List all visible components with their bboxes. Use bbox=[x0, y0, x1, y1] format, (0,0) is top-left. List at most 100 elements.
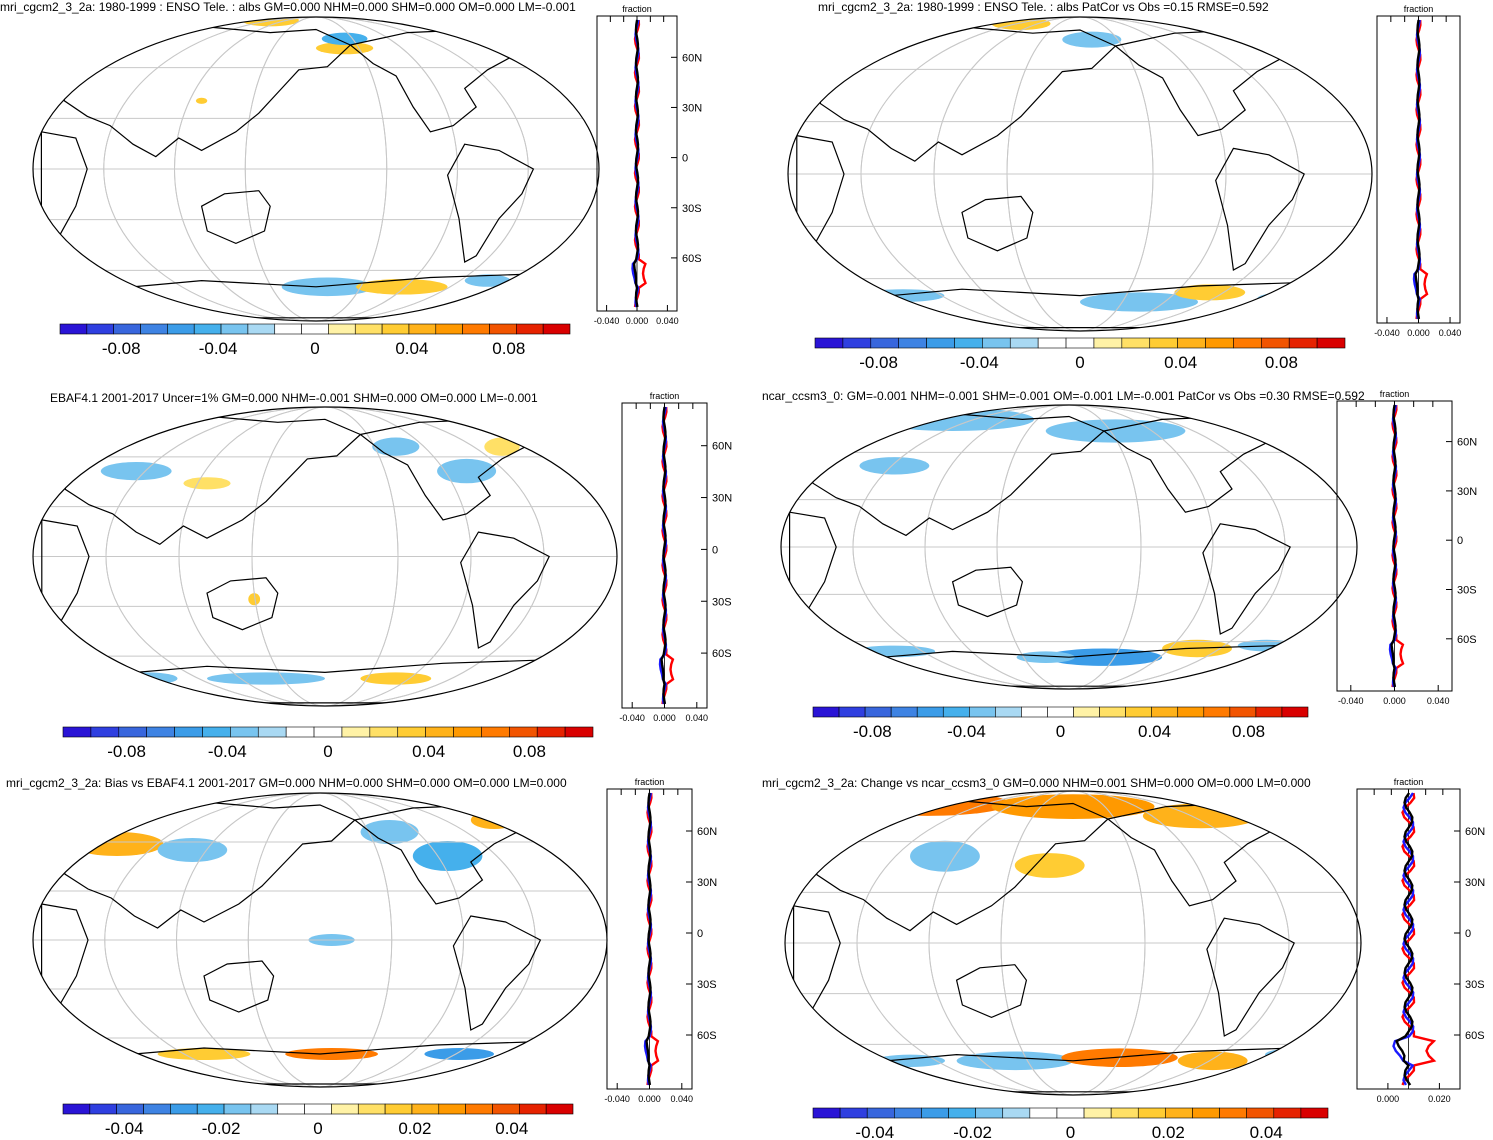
colorbar-swatch bbox=[509, 726, 538, 738]
coastline-africa bbox=[41, 903, 89, 1007]
colorbar-swatch bbox=[438, 1103, 466, 1115]
map-border bbox=[787, 16, 1373, 332]
colorbar-swatch bbox=[357, 1103, 386, 1115]
x-tick-label: 0.000 bbox=[1377, 1094, 1400, 1104]
colorbar-label: 0.08 bbox=[492, 339, 525, 358]
anomaly-patch bbox=[248, 593, 261, 606]
anomaly-patch bbox=[424, 1048, 495, 1060]
coastline-greenland bbox=[1281, 793, 1325, 820]
colorbar-label: -0.08 bbox=[107, 742, 146, 761]
coastline-africa bbox=[40, 131, 88, 238]
map-title: EBAF4.1 2001-2017 Uncer=1% GM=0.000 NHM=… bbox=[50, 391, 538, 405]
colorbar-swatch bbox=[86, 323, 114, 335]
colorbar-swatch bbox=[1093, 337, 1123, 349]
anomaly-patch bbox=[1265, 1048, 1324, 1061]
colorbar-swatch bbox=[890, 706, 918, 718]
map-title: mri_cgcm2_3_2a: 1980-1999 : ENSO Tele. :… bbox=[0, 0, 576, 14]
colorbar-swatch bbox=[1056, 1107, 1085, 1119]
coastline-australia bbox=[203, 960, 275, 1013]
colorbar-swatch bbox=[435, 323, 463, 335]
colorbar-label: 0.02 bbox=[1152, 1123, 1185, 1140]
anomaly-patch bbox=[321, 32, 368, 45]
colorbar-swatch bbox=[425, 726, 454, 738]
profile-label: fraction bbox=[1404, 4, 1434, 14]
colorbar-swatch bbox=[1192, 1107, 1220, 1119]
colorbar-swatch bbox=[1083, 1107, 1112, 1119]
anomaly-patch bbox=[1061, 1048, 1178, 1067]
colorbar-swatch bbox=[397, 726, 426, 738]
colorbar-swatch bbox=[411, 1103, 440, 1115]
anomaly-patch bbox=[360, 672, 432, 685]
latitude-label: 60N bbox=[682, 52, 702, 64]
colorbar-swatch bbox=[116, 1103, 144, 1115]
colorbar-swatch bbox=[89, 1103, 117, 1115]
latitude-label: 30S bbox=[1465, 979, 1485, 991]
colorbar: -0.04 -0.02 0 0.02 0.04 bbox=[62, 1103, 574, 1138]
colorbar-swatch bbox=[167, 323, 195, 335]
latitude-label: 30N bbox=[1457, 486, 1477, 498]
coastline-asia bbox=[63, 25, 352, 158]
colorbar-swatch bbox=[489, 323, 517, 335]
colorbar-swatch bbox=[220, 323, 249, 335]
coastline-samerica bbox=[446, 143, 535, 263]
colorbar-swatch bbox=[143, 1103, 171, 1115]
meridian-line bbox=[924, 405, 1214, 689]
latitude-label: 30S bbox=[697, 979, 717, 991]
colorbar-swatch bbox=[942, 706, 970, 718]
map-plot bbox=[787, 16, 1373, 332]
colorbar-swatch bbox=[545, 1103, 574, 1115]
colorbar-swatch bbox=[1121, 337, 1151, 349]
meridian-line bbox=[105, 407, 545, 706]
coastline-greenland bbox=[520, 19, 563, 46]
anomaly-patch bbox=[356, 279, 448, 295]
x-tick-label: 0.040 bbox=[1427, 696, 1450, 706]
colorbar-swatch bbox=[1151, 706, 1179, 718]
x-tick-label: 0.020 bbox=[1428, 1094, 1451, 1104]
colorbar-swatch bbox=[1110, 1107, 1139, 1119]
colorbar-swatch bbox=[842, 337, 872, 349]
map-border bbox=[784, 790, 1362, 1096]
colorbar-swatch bbox=[542, 323, 571, 335]
anomaly-patch bbox=[157, 838, 228, 862]
coastline-greenland bbox=[1291, 19, 1335, 47]
meridian-line bbox=[860, 17, 1300, 331]
x-tick-label: 0.040 bbox=[671, 1094, 694, 1104]
profile-curve-black bbox=[632, 19, 640, 308]
colorbar-swatch bbox=[916, 706, 944, 718]
colorbar-swatch bbox=[90, 726, 120, 738]
anomaly-patch bbox=[1014, 853, 1085, 878]
anomaly-patch bbox=[1062, 31, 1122, 48]
latitude-label: 30S bbox=[682, 203, 702, 215]
colorbar-swatch bbox=[274, 323, 302, 335]
anomaly-patch bbox=[360, 820, 419, 844]
anomaly-patch bbox=[207, 672, 325, 685]
colorbar-swatch bbox=[926, 337, 955, 349]
colorbar-swatch bbox=[481, 726, 510, 738]
colorbar-swatch bbox=[1229, 706, 1257, 718]
colorbar-swatch bbox=[341, 726, 371, 738]
zonal-profile: fraction 60N 30N 0 30S 60S -0.040 0.000 0.040 bbox=[604, 777, 717, 1104]
anomaly-patch bbox=[910, 840, 980, 872]
anomaly-patch bbox=[1177, 1051, 1248, 1071]
meridian-line bbox=[251, 407, 399, 706]
anomaly-patch bbox=[1045, 419, 1186, 443]
colorbar-swatch bbox=[1281, 706, 1309, 718]
colorbar-swatch bbox=[1009, 337, 1039, 349]
colorbar-label: 0.08 bbox=[513, 742, 546, 761]
anomaly-patch bbox=[281, 277, 374, 297]
colorbar-swatch bbox=[62, 1103, 91, 1115]
meridian-line bbox=[1006, 17, 1154, 331]
colorbar-swatch bbox=[453, 726, 482, 738]
map-title: mri_cgcm2_3_2a: Bias vs EBAF4.1 2001-201… bbox=[6, 776, 567, 790]
colorbar-label: -0.04 bbox=[855, 1123, 894, 1140]
colorbar-swatch bbox=[1002, 1107, 1031, 1119]
anomaly-patch bbox=[1257, 292, 1316, 306]
map-field bbox=[788, 17, 1372, 331]
latitude-label: 0 bbox=[1457, 535, 1463, 547]
coastline-africa bbox=[789, 511, 837, 612]
anomaly-patch bbox=[285, 1048, 378, 1060]
coastline-australia bbox=[951, 566, 1024, 618]
coastline-samerica bbox=[1202, 523, 1292, 635]
colorbar-swatch bbox=[492, 1103, 520, 1115]
map-title: mri_cgcm2_3_2a: 1980-1999 : ENSO Tele. :… bbox=[818, 0, 1269, 14]
